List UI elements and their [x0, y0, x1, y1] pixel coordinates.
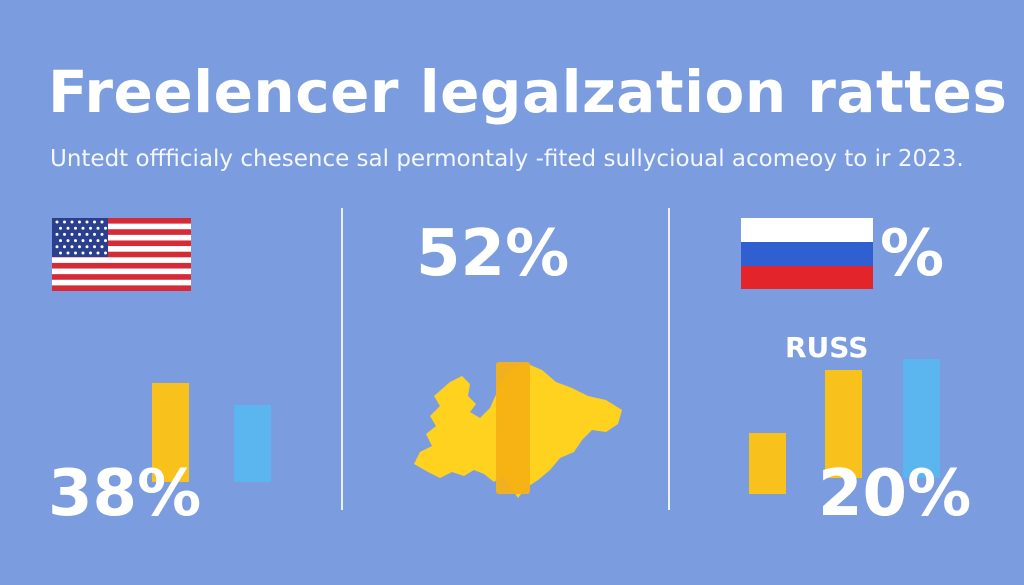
panel-divider-right [668, 208, 670, 510]
right-top-label: % [880, 217, 945, 291]
panel-divider-left [341, 208, 343, 510]
russia-flag-icon [741, 218, 873, 289]
left-bar-2 [234, 405, 271, 482]
right-country-label: RUSS [785, 331, 869, 364]
europe-map-icon [414, 362, 622, 498]
us-flag-icon [52, 218, 191, 291]
right-value-label: 20% [818, 457, 972, 531]
left-value-label: 38% [48, 457, 202, 531]
right-bar-2 [825, 370, 862, 478]
page-subtitle: Untedt offficialy chesence sal permontal… [50, 146, 964, 172]
left-bar-1 [152, 383, 189, 482]
right-bar-3 [903, 359, 940, 478]
page-title: Freelencer legalzation rattes [48, 58, 1008, 126]
center-value-label: 52% [416, 217, 570, 291]
right-bar-1 [749, 433, 786, 494]
